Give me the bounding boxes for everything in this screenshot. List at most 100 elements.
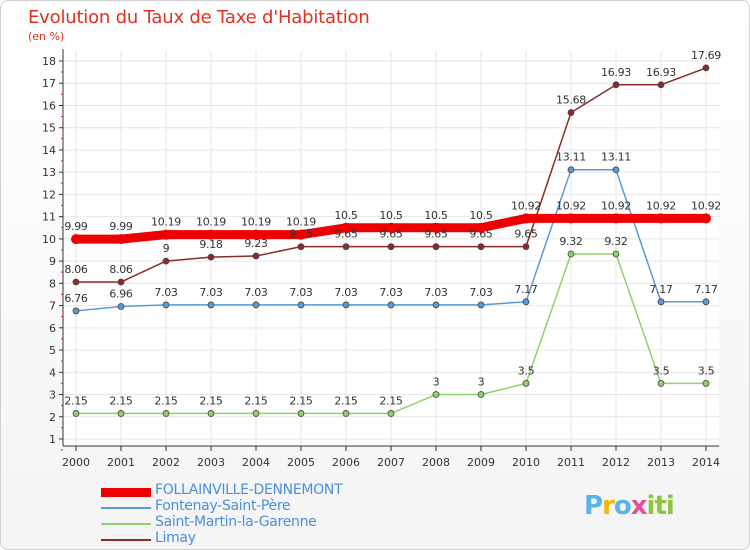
data-point [387,301,395,309]
data-label: 7.17 [694,283,718,296]
data-label: 10.92 [691,199,721,212]
data-label: 9.65 [424,228,448,241]
data-point [252,410,260,417]
data-label: 7.17 [649,283,673,296]
y-tick-label: 13 [42,166,56,179]
data-label: 3 [478,376,485,389]
data-label: 2.15 [289,394,313,407]
data-point [251,229,261,240]
y-tick-label: 17 [42,77,56,90]
data-label: 10.5 [469,209,493,222]
x-tick-label: 2013 [647,456,675,469]
y-tick-label: 15 [42,122,56,135]
data-label: 9.65 [379,228,403,241]
data-point [206,229,216,240]
data-point [207,301,215,309]
y-tick-label: 12 [42,188,56,201]
data-point [387,410,395,417]
data-label: 9 [163,242,170,255]
data-label: 7.03 [469,286,493,299]
data-point [117,303,125,310]
data-point [566,213,576,224]
legend-label: FOLLAINVILLE-DENNEMONT [155,482,343,498]
data-label: 7.03 [199,286,223,299]
data-label: 7.03 [289,286,313,299]
y-tick-label: 5 [49,344,56,357]
x-tick-label: 2002 [152,456,180,469]
y-tick-label: 14 [42,144,56,157]
data-label: 9.99 [109,220,133,233]
y-tick-label: 11 [42,211,56,224]
data-label: 7.03 [244,286,268,299]
data-point [522,243,530,251]
data-label: 3.5 [518,364,535,377]
data-point [656,213,666,224]
data-point [207,410,215,417]
data-point [71,234,81,245]
data-point [296,229,306,240]
legend-label: Limay [155,530,196,546]
data-label: 9.23 [244,237,268,250]
data-label: 7.03 [154,286,178,299]
data-label: 10.19 [196,216,226,229]
data-point [297,243,305,251]
data-label: 10.92 [511,199,541,212]
data-point [162,410,170,417]
data-point [612,250,620,258]
data-label: 15.68 [556,94,586,107]
chart-unit-label: (en %) [28,30,65,43]
data-point [431,222,441,233]
data-label: 9.32 [559,235,582,248]
x-tick-label: 2007 [377,456,405,469]
x-tick-label: 2011 [557,456,585,469]
data-label: 10.5 [424,209,448,222]
legend-swatch [101,539,151,541]
data-label: 9.65 [334,228,358,241]
data-point [387,243,395,251]
data-label: 6.76 [64,292,88,305]
y-tick-label: 18 [42,55,56,68]
data-label: 2.15 [334,394,358,407]
data-point [252,301,260,309]
data-point [611,213,621,224]
data-label: 2.15 [109,394,133,407]
x-tick-label: 2001 [107,456,135,469]
data-label: 9.65 [514,228,538,241]
data-label: 7.03 [424,286,448,299]
data-point [297,301,305,309]
data-point [657,380,665,387]
x-tick-label: 2005 [287,456,315,469]
data-label: 7.17 [514,283,538,296]
data-point [117,410,125,417]
data-label: 9.32 [604,235,627,248]
x-tick-label: 2014 [692,456,720,469]
data-label: 10.5 [334,209,358,222]
y-tick-label: 16 [42,99,56,112]
data-label: 13.11 [601,151,631,164]
data-point [702,380,710,387]
data-point [297,410,305,417]
x-tick-label: 2000 [62,456,90,469]
x-tick-label: 2003 [197,456,225,469]
data-point [72,307,80,315]
data-label: 3.5 [653,364,670,377]
x-tick-label: 2012 [602,456,630,469]
data-label: 10.92 [556,199,586,212]
data-point [477,391,485,398]
data-point [72,278,80,286]
data-point [116,234,126,245]
data-label: 10.19 [151,216,181,229]
x-tick-label: 2008 [422,456,450,469]
data-label: 16.93 [646,66,676,79]
data-label: 2.15 [64,394,88,407]
data-label: 9.18 [199,238,223,251]
x-tick-label: 2006 [332,456,360,469]
data-point [161,229,171,240]
y-tick-label: 8 [49,277,56,290]
data-label: 3.5 [698,364,715,377]
data-point [477,301,485,309]
data-point [432,243,440,251]
data-point [612,166,620,174]
y-tick-label: 2 [49,411,56,424]
